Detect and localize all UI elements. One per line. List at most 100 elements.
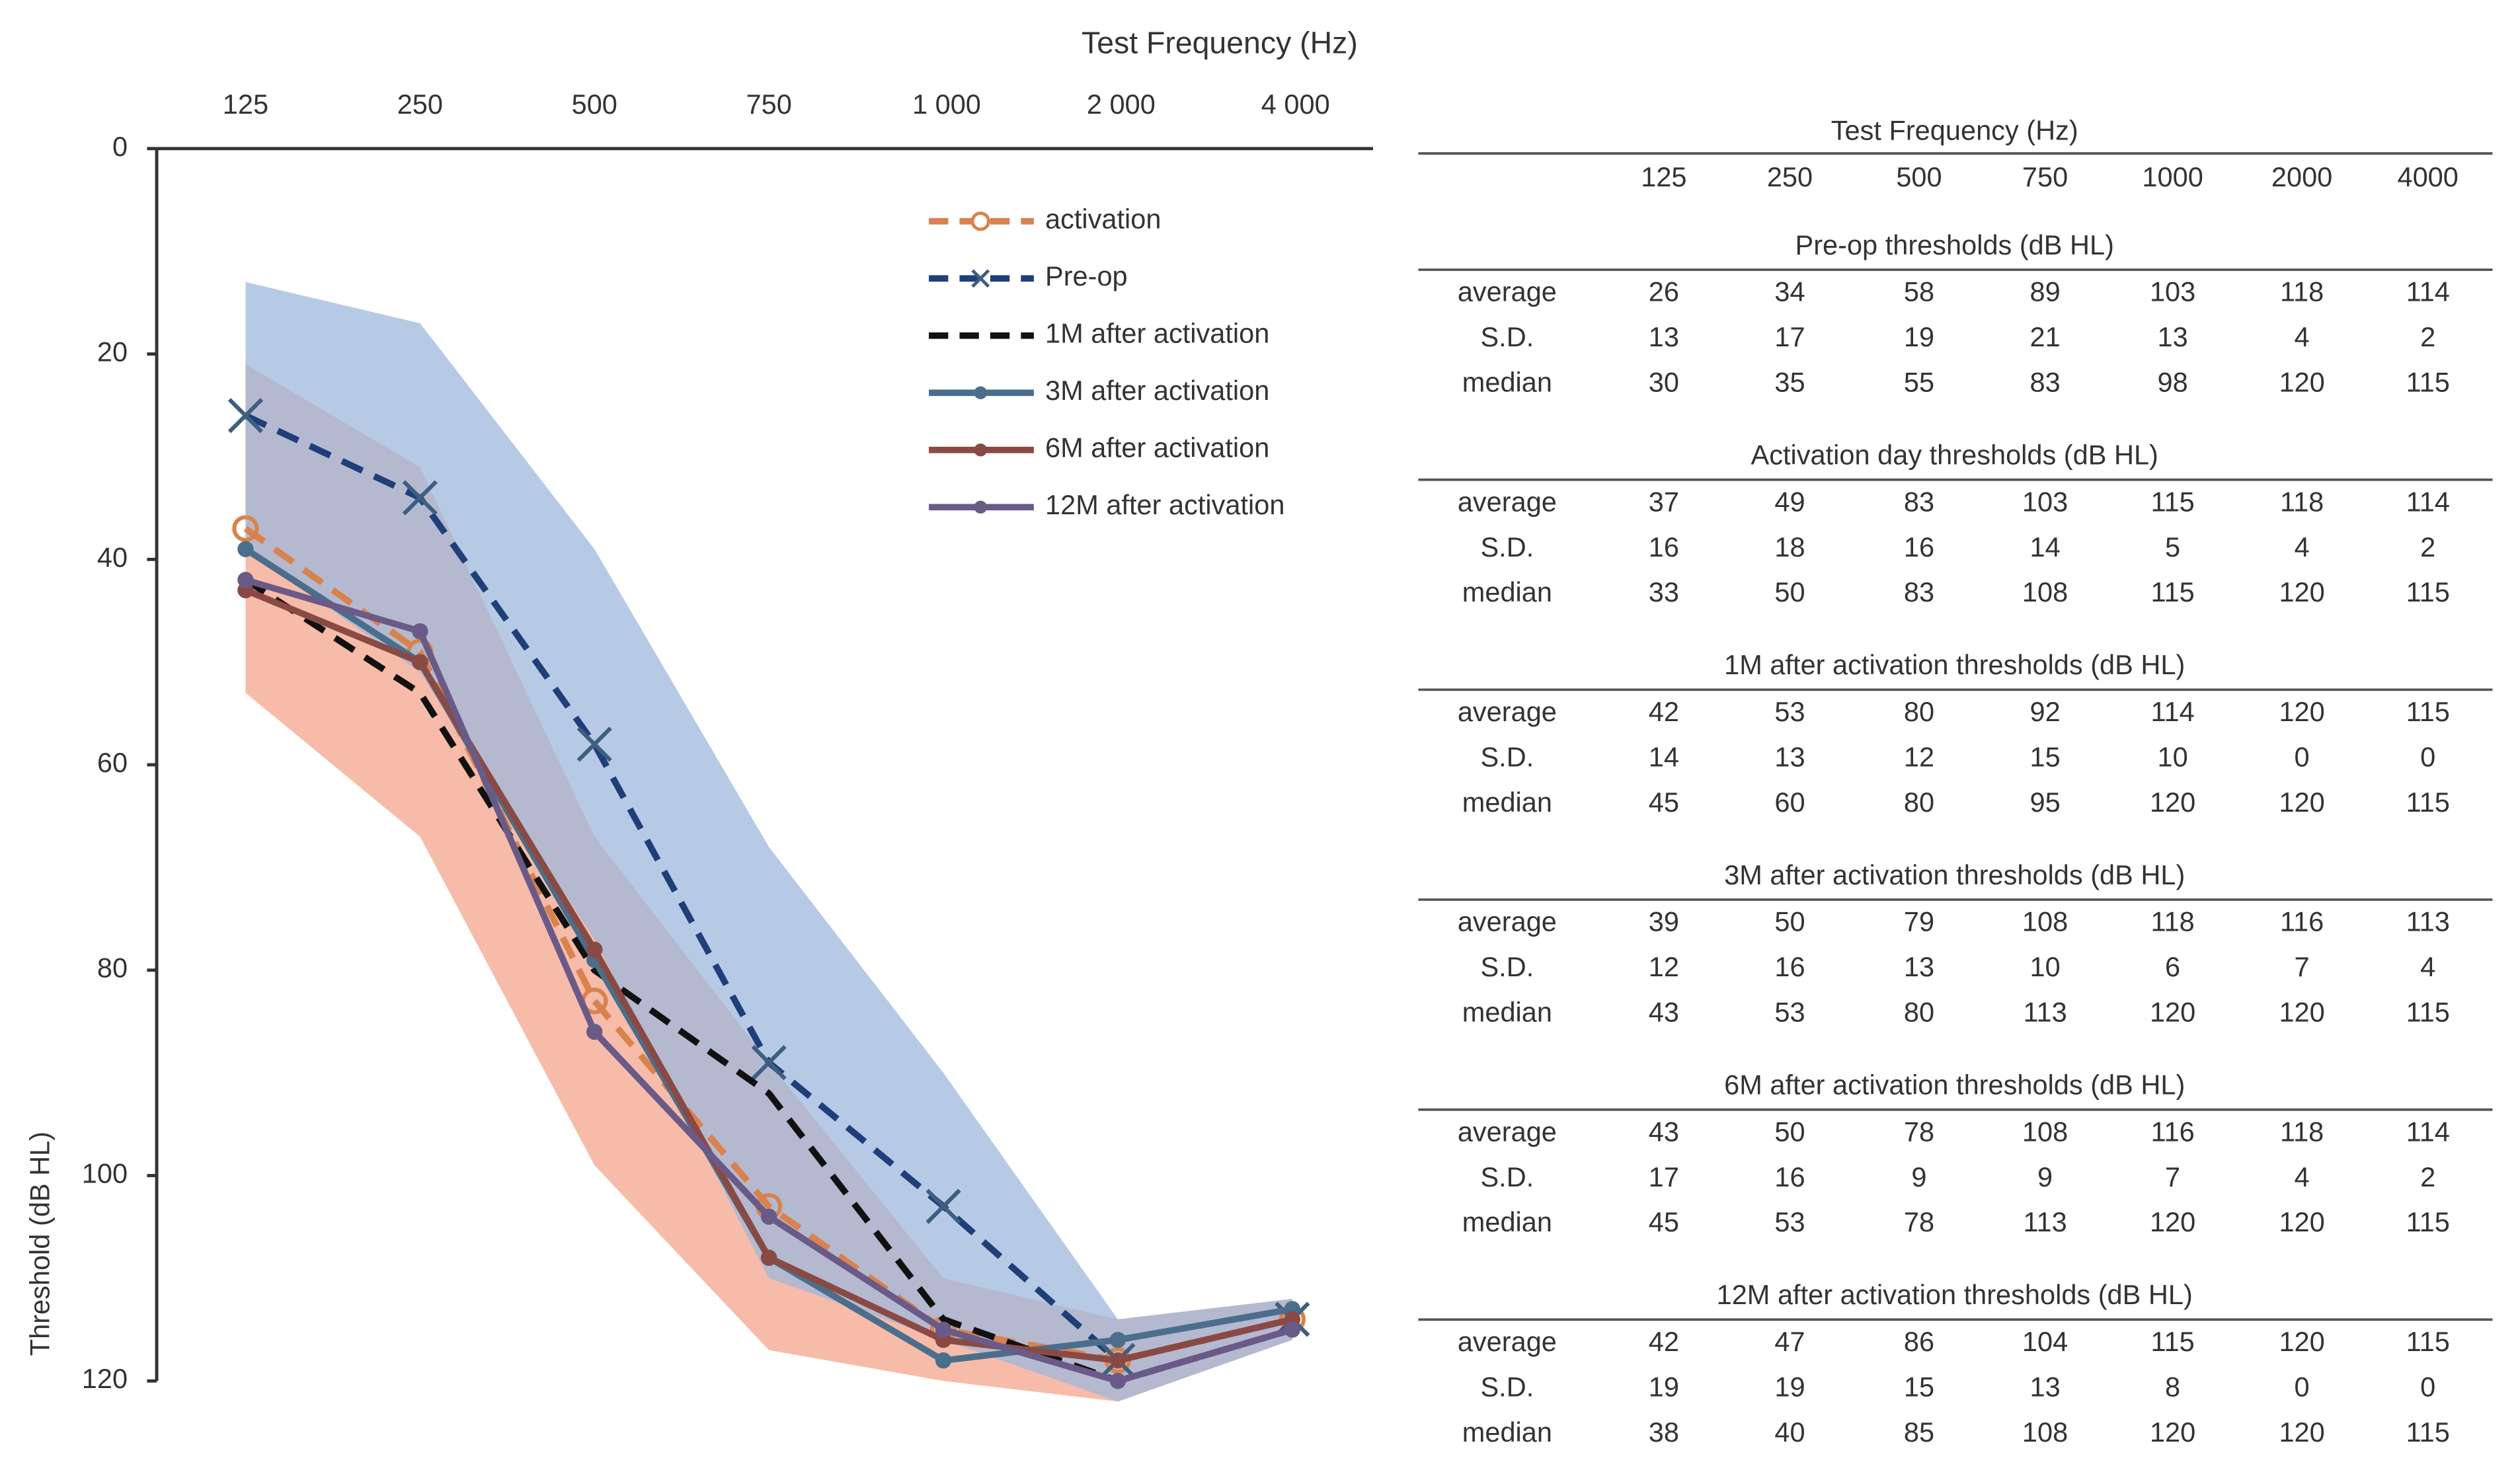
- cell: 13: [1774, 741, 1805, 772]
- y-tick-label: 60: [97, 747, 128, 778]
- cell: 113: [2406, 906, 2450, 937]
- cell: 13: [2158, 321, 2188, 352]
- cell: 43: [1649, 1116, 1679, 1147]
- cell: 120: [2150, 787, 2195, 818]
- cell: 113: [2023, 997, 2067, 1028]
- cell: 14: [1649, 741, 1679, 772]
- cell: 34: [1774, 276, 1805, 307]
- marker: [237, 541, 254, 557]
- cell: 118: [2151, 906, 2195, 937]
- cell: 2: [2420, 1161, 2435, 1192]
- y-tick-label: 40: [97, 541, 128, 572]
- cell: 115: [2406, 1416, 2450, 1448]
- cell: 108: [2022, 906, 2068, 937]
- marker: [576, 726, 612, 762]
- cell: 17: [1774, 321, 1805, 352]
- y-tick-label: 100: [82, 1157, 128, 1188]
- cell: 16: [1904, 531, 1934, 562]
- cell: 8: [2165, 1371, 2180, 1402]
- x-tick-label: 750: [746, 89, 792, 120]
- cell: 38: [1649, 1416, 1679, 1448]
- cell: 115: [2406, 1326, 2450, 1357]
- row-label: median: [1462, 997, 1552, 1028]
- cell: 120: [2279, 1326, 2324, 1357]
- column-header: 500: [1896, 161, 1942, 192]
- row-label: S.D.: [1480, 741, 1534, 772]
- cell: 45: [1649, 1206, 1679, 1237]
- marker: [1284, 1321, 1301, 1338]
- cell: 92: [2029, 696, 2060, 727]
- cell: 0: [2295, 1371, 2310, 1402]
- chart-title: Test Frequency (Hz): [1082, 26, 1358, 60]
- cell: 120: [2279, 576, 2324, 607]
- cell: 0: [2295, 741, 2310, 772]
- legend-label: 1M after activation: [1045, 318, 1269, 349]
- legend-marker: [970, 212, 990, 231]
- row-label: average: [1458, 1116, 1557, 1147]
- cell: 47: [1774, 1326, 1805, 1357]
- legend-label: 3M after activation: [1045, 375, 1269, 406]
- cell: 108: [2022, 576, 2068, 607]
- cell: 15: [2029, 741, 2060, 772]
- row-label: S.D.: [1480, 531, 1534, 562]
- row-label: median: [1462, 1206, 1552, 1237]
- row-label: median: [1462, 367, 1552, 398]
- column-header: 2000: [2271, 161, 2332, 192]
- cell: 7: [2295, 951, 2310, 982]
- cell: 5: [2165, 531, 2180, 562]
- cell: 0: [2420, 741, 2435, 772]
- cell: 108: [2022, 1416, 2068, 1448]
- cell: 14: [2029, 531, 2060, 562]
- cell: 16: [1649, 531, 1679, 562]
- y-axis-title: Threshold (dB HL): [24, 1132, 56, 1356]
- cell: 2: [2420, 531, 2435, 562]
- legend-marker: [974, 500, 988, 514]
- cell: 120: [2150, 1416, 2195, 1448]
- cell: 10: [2029, 951, 2060, 982]
- cell: 120: [2150, 997, 2195, 1028]
- legend-label: 6M after activation: [1045, 432, 1269, 463]
- marker: [227, 398, 264, 434]
- cell: 120: [2279, 1206, 2324, 1237]
- row-label: average: [1458, 906, 1557, 937]
- cell: 9: [2037, 1161, 2053, 1192]
- marker: [232, 515, 259, 542]
- section-title: 1M after activation thresholds (dB HL): [1724, 649, 2185, 680]
- cell: 15: [1904, 1371, 1934, 1402]
- cell: 80: [1904, 696, 1934, 727]
- row-label: median: [1462, 1416, 1552, 1448]
- cell: 120: [2279, 696, 2324, 727]
- column-header: 750: [2022, 161, 2068, 192]
- section-title: 6M after activation thresholds (dB HL): [1724, 1069, 2185, 1100]
- column-header: 1000: [2142, 161, 2203, 192]
- cell: 80: [1904, 787, 1934, 818]
- y-tick-label: 0: [112, 131, 128, 162]
- x-tick-label: 1 000: [912, 89, 981, 120]
- x-tick-label: 4 000: [1261, 89, 1330, 120]
- cell: 42: [1649, 696, 1679, 727]
- cell: 115: [2406, 787, 2450, 818]
- cell: 19: [1649, 1371, 1679, 1402]
- cell: 4: [2295, 321, 2310, 352]
- cell: 115: [2406, 997, 2450, 1028]
- cell: 120: [2279, 787, 2324, 818]
- cell: 17: [1649, 1161, 1679, 1192]
- cell: 13: [1649, 321, 1679, 352]
- marker: [402, 480, 438, 516]
- cell: 35: [1774, 367, 1805, 398]
- cell: 9: [1911, 1161, 1926, 1192]
- cell: 114: [2406, 276, 2450, 307]
- cell: 50: [1774, 906, 1805, 937]
- cell: 19: [1904, 321, 1934, 352]
- row-label: average: [1458, 1326, 1557, 1357]
- row-label: S.D.: [1480, 951, 1534, 982]
- cell: 19: [1774, 1371, 1805, 1402]
- cell: 120: [2279, 1416, 2324, 1448]
- column-header: 4000: [2397, 161, 2458, 192]
- cell: 55: [1904, 367, 1934, 398]
- cell: 83: [1904, 576, 1934, 607]
- x-tick-label: 250: [397, 89, 443, 120]
- cell: 86: [1904, 1326, 1934, 1357]
- row-label: average: [1458, 696, 1557, 727]
- cell: 7: [2165, 1161, 2180, 1192]
